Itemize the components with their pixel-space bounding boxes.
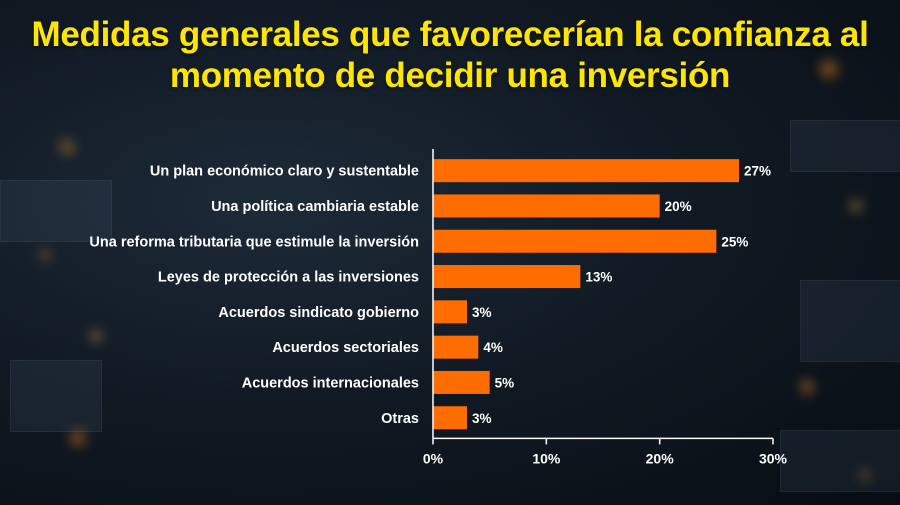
bar: [433, 370, 490, 394]
category-label: Otras: [381, 411, 419, 427]
bar: [433, 159, 739, 183]
value-label: 3%: [472, 411, 492, 426]
x-tick-label: 20%: [646, 450, 675, 466]
value-label: 4%: [483, 340, 503, 355]
category-label: Acuerdos sindicato gobierno: [218, 305, 419, 321]
bar: [433, 265, 581, 289]
value-label: 27%: [744, 164, 771, 179]
bar: [433, 300, 467, 324]
bar: [433, 335, 479, 359]
category-label: Una reforma tributaria que estimule la i…: [89, 234, 419, 250]
bars: [433, 159, 739, 430]
value-label: 3%: [472, 305, 492, 320]
x-axis-ticks: 0% 10% 20% 30%: [423, 438, 788, 466]
category-label: Una política cambiaria estable: [211, 199, 419, 215]
category-label: Leyes de protección a las inversiones: [158, 270, 419, 286]
value-label: 20%: [665, 199, 692, 214]
x-tick-label: 0%: [423, 450, 444, 466]
value-labels: 27% 20% 25% 13% 3% 4% 5% 3%: [472, 164, 771, 426]
bar: [433, 194, 660, 218]
chart-title: Medidas generales que favorecerían la co…: [0, 14, 900, 96]
value-label: 13%: [585, 270, 612, 285]
chart-title-line-1: Medidas generales que favorecerían la co…: [31, 15, 869, 54]
chart-title-line-2: momento de decidir una inversión: [169, 56, 731, 95]
bar: [433, 406, 467, 430]
category-label: Acuerdos sectoriales: [272, 340, 419, 356]
category-label: Un plan económico claro y sustentable: [150, 164, 419, 180]
category-label: Acuerdos internacionales: [242, 375, 419, 391]
bar: [433, 229, 717, 253]
value-label: 25%: [721, 234, 748, 249]
category-labels: Un plan económico claro y sustentable Una…: [89, 164, 419, 427]
x-tick-label: 10%: [532, 450, 561, 466]
value-label: 5%: [495, 375, 515, 390]
x-tick-label: 30%: [759, 450, 788, 466]
